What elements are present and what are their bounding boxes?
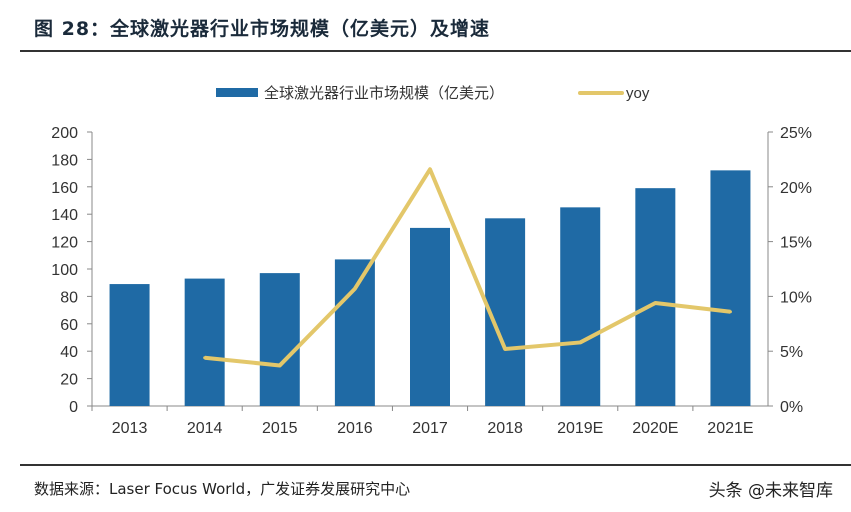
bar-2020E: [635, 188, 676, 406]
yoy-point-2018: [503, 347, 507, 351]
source-note: 数据来源：Laser Focus World，广发证券发展研究中心: [34, 480, 411, 498]
yoy-line: [204, 167, 731, 368]
footer-divider: [20, 464, 851, 466]
left-tick-label: 0: [69, 399, 78, 416]
bar-2013: [109, 284, 150, 406]
figure-title: 图 28：全球激光器行业市场规模（亿美元）及增速: [34, 18, 491, 40]
bar-2017: [410, 227, 450, 406]
legend-swatch-bar: [216, 88, 258, 97]
bar-2015: [259, 273, 300, 406]
left-tick-label: 160: [51, 180, 78, 197]
x-tick-label: 2019E: [557, 420, 603, 437]
legend-label-bar: 全球激光器行业市场规模（亿美元）: [264, 84, 504, 102]
left-tick-label: 40: [60, 344, 78, 361]
bar-2014: [184, 278, 225, 406]
legend-label-line: yoy: [626, 85, 650, 102]
left-tick-label: 140: [51, 207, 78, 224]
x-tick-label: 2013: [112, 420, 148, 437]
right-tick-label: 15%: [780, 235, 812, 252]
bar-2016: [334, 259, 375, 406]
yoy-point-2019E: [578, 340, 582, 344]
yoy-point-2021E: [728, 310, 732, 314]
yoy-point-2016: [353, 287, 357, 291]
watermark: 头条 @未来智库: [708, 481, 833, 501]
left-tick-label: 120: [51, 235, 78, 252]
title-divider: [20, 50, 851, 52]
yoy-point-2015: [278, 363, 282, 367]
right-tick-label: 20%: [780, 180, 812, 197]
legend: 全球激光器行业市场规模（亿美元） yoy: [216, 84, 650, 102]
x-tick-label: 2016: [337, 420, 373, 437]
x-tick-label: 2017: [412, 420, 448, 437]
right-tick-label: 25%: [780, 125, 812, 142]
right-tick-label: 10%: [780, 289, 812, 306]
chart: 全球激光器行业市场规模（亿美元） yoy 0 20 40 60 80 100 120 140 1…: [51, 84, 812, 437]
x-tick-label: 2020E: [632, 420, 678, 437]
yoy-point-2014: [203, 356, 207, 360]
left-tick-label: 180: [51, 152, 78, 169]
left-tick-label: 200: [51, 125, 78, 142]
left-tick-label: 100: [51, 262, 78, 279]
left-tick-label: 20: [60, 372, 78, 389]
bar-2019E: [560, 207, 601, 406]
x-tick-label: 2015: [262, 420, 298, 437]
x-tick-label: 2018: [487, 420, 523, 437]
left-tick-label: 80: [60, 289, 78, 306]
left-tick-label: 60: [60, 317, 78, 334]
x-tick-label: 2021E: [707, 420, 753, 437]
yoy-point-2017: [428, 167, 432, 171]
right-tick-label: 5%: [780, 344, 803, 361]
right-tick-label: 0%: [780, 399, 803, 416]
bar-2021E: [710, 170, 751, 406]
x-tick-label: 2014: [187, 420, 223, 437]
yoy-point-2020E: [653, 301, 657, 305]
